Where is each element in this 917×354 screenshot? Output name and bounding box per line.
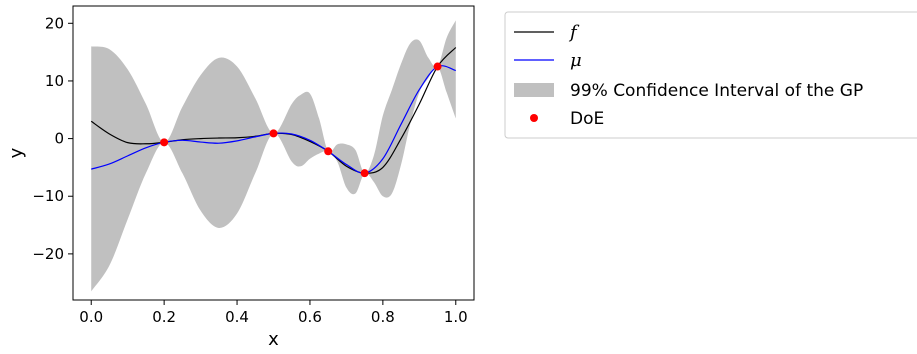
legend-swatch-doe [530, 114, 538, 122]
y-tick-label: −10 [32, 187, 64, 205]
x-tick-label: 0.2 [152, 308, 176, 326]
y-axis-ticks: −20 −10 0 10 20 [32, 14, 73, 263]
legend-frame [504, 11, 917, 139]
doe-point [324, 147, 333, 156]
plot-area [90, 20, 457, 292]
y-tick-label: −20 [32, 245, 64, 263]
x-tick-label: 1.0 [444, 308, 468, 326]
legend-label-ci: 99% Confidence Interval of the GP [570, 81, 863, 101]
x-tick-label: 0.4 [225, 308, 249, 326]
doe-points [160, 62, 442, 178]
legend-label-doe: DoE [570, 109, 604, 129]
doe-point [269, 129, 278, 138]
doe-point [360, 169, 369, 178]
x-axis-ticks: 0.0 0.2 0.4 0.6 0.8 1.0 [79, 300, 468, 326]
x-tick-label: 0.6 [298, 308, 322, 326]
y-axis-label: y [6, 147, 27, 158]
x-tick-label: 0.0 [79, 308, 103, 326]
doe-point [160, 138, 169, 147]
confidence-interval-band [91, 20, 456, 292]
plot-frame [72, 5, 475, 301]
legend-label-mu: μ [570, 50, 582, 71]
y-tick-label: 10 [45, 72, 64, 90]
legend-swatch-ci [514, 83, 554, 97]
x-tick-label: 0.8 [371, 308, 395, 326]
x-axis-label: x [268, 329, 279, 350]
y-tick-label: 0 [54, 130, 64, 148]
legend: f μ 99% Confidence Interval of the GP Do… [504, 11, 917, 139]
y-tick-label: 20 [45, 14, 64, 32]
doe-point [433, 62, 442, 71]
